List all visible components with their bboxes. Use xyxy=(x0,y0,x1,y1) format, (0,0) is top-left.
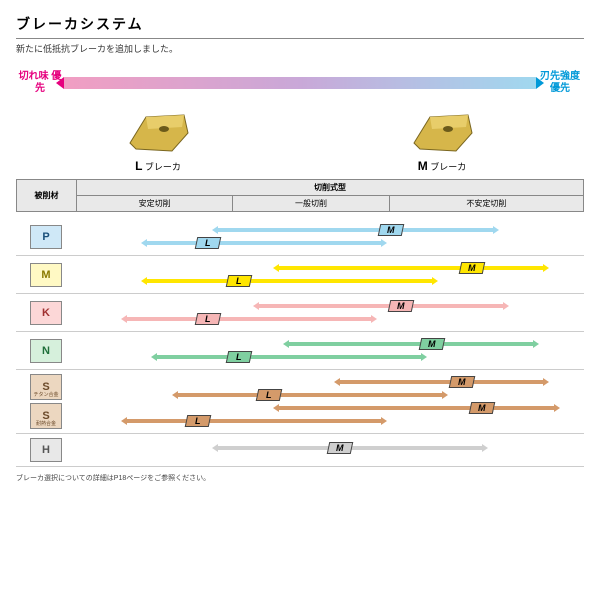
material-row-P: P M L xyxy=(16,218,584,256)
range-bar-M: M xyxy=(76,301,584,311)
priority-gradient: 切れ味 優先 刃先強度 優先 xyxy=(16,71,584,95)
insert-L-icon xyxy=(124,105,192,155)
bar-badge: M xyxy=(469,402,496,414)
insert-L: L ブレーカ xyxy=(124,105,192,173)
material-row-H: HM xyxy=(16,434,584,467)
bar-badge: M xyxy=(388,300,415,312)
insert-M-icon xyxy=(408,105,476,155)
range-bar-L: L xyxy=(76,314,584,324)
page-subtitle: 新たに低抵抗ブレーカを追加しました。 xyxy=(16,42,584,55)
bar-badge: L xyxy=(225,351,252,363)
column-header-table: 被削材 切削式型 安定切削 一般切削 不安定切削 xyxy=(16,179,584,212)
bar-badge: M xyxy=(327,442,354,454)
bar-badge: M xyxy=(449,376,476,388)
bar-badge: M xyxy=(459,262,486,274)
material-row-N: N M L xyxy=(16,332,584,370)
material-box: Sチタン合金 xyxy=(30,374,62,400)
bar-badge: L xyxy=(185,415,212,427)
page-title: ブレーカシステム xyxy=(16,14,584,34)
material-rows: PMLMMLKMLNMLSチタン合金S耐熱合金MLMLHM xyxy=(16,218,584,467)
material-box: K xyxy=(30,301,62,325)
range-bar-L: L xyxy=(76,390,584,400)
bar-badge: M xyxy=(418,338,445,350)
material-row-S: Sチタン合金 S耐熱合金 M L M L xyxy=(16,370,584,434)
material-row-K: K M L xyxy=(16,294,584,332)
range-bar-M: M xyxy=(76,377,584,387)
material-box: H xyxy=(30,438,62,462)
footnote: ブレーカ選択についての詳細はP18ページをご参照ください。 xyxy=(16,473,584,483)
bar-badge: L xyxy=(225,275,252,287)
insert-M: M ブレーカ xyxy=(408,105,476,173)
bar-badge: L xyxy=(195,237,222,249)
material-box: N xyxy=(30,339,62,363)
range-bar-M: M xyxy=(76,403,584,413)
range-bar-M: M xyxy=(76,225,584,235)
range-bar-L: L xyxy=(76,416,584,426)
range-bar-M: M xyxy=(76,339,584,349)
bar-badge: M xyxy=(378,224,405,236)
gradient-bar xyxy=(64,77,536,89)
range-bar-L: L xyxy=(76,238,584,248)
range-bar-M: M xyxy=(76,263,584,273)
insert-previews: L ブレーカ M ブレーカ xyxy=(16,105,584,173)
bar-badge: L xyxy=(195,313,222,325)
material-box: P xyxy=(30,225,62,249)
bar-badge: L xyxy=(256,389,283,401)
material-box: M xyxy=(30,263,62,287)
material-box: S耐熱合金 xyxy=(30,403,62,429)
material-row-M: M M L xyxy=(16,256,584,294)
range-bar-L: L xyxy=(76,276,584,286)
range-bar-L: L xyxy=(76,352,584,362)
range-bar-M: M xyxy=(76,443,584,453)
